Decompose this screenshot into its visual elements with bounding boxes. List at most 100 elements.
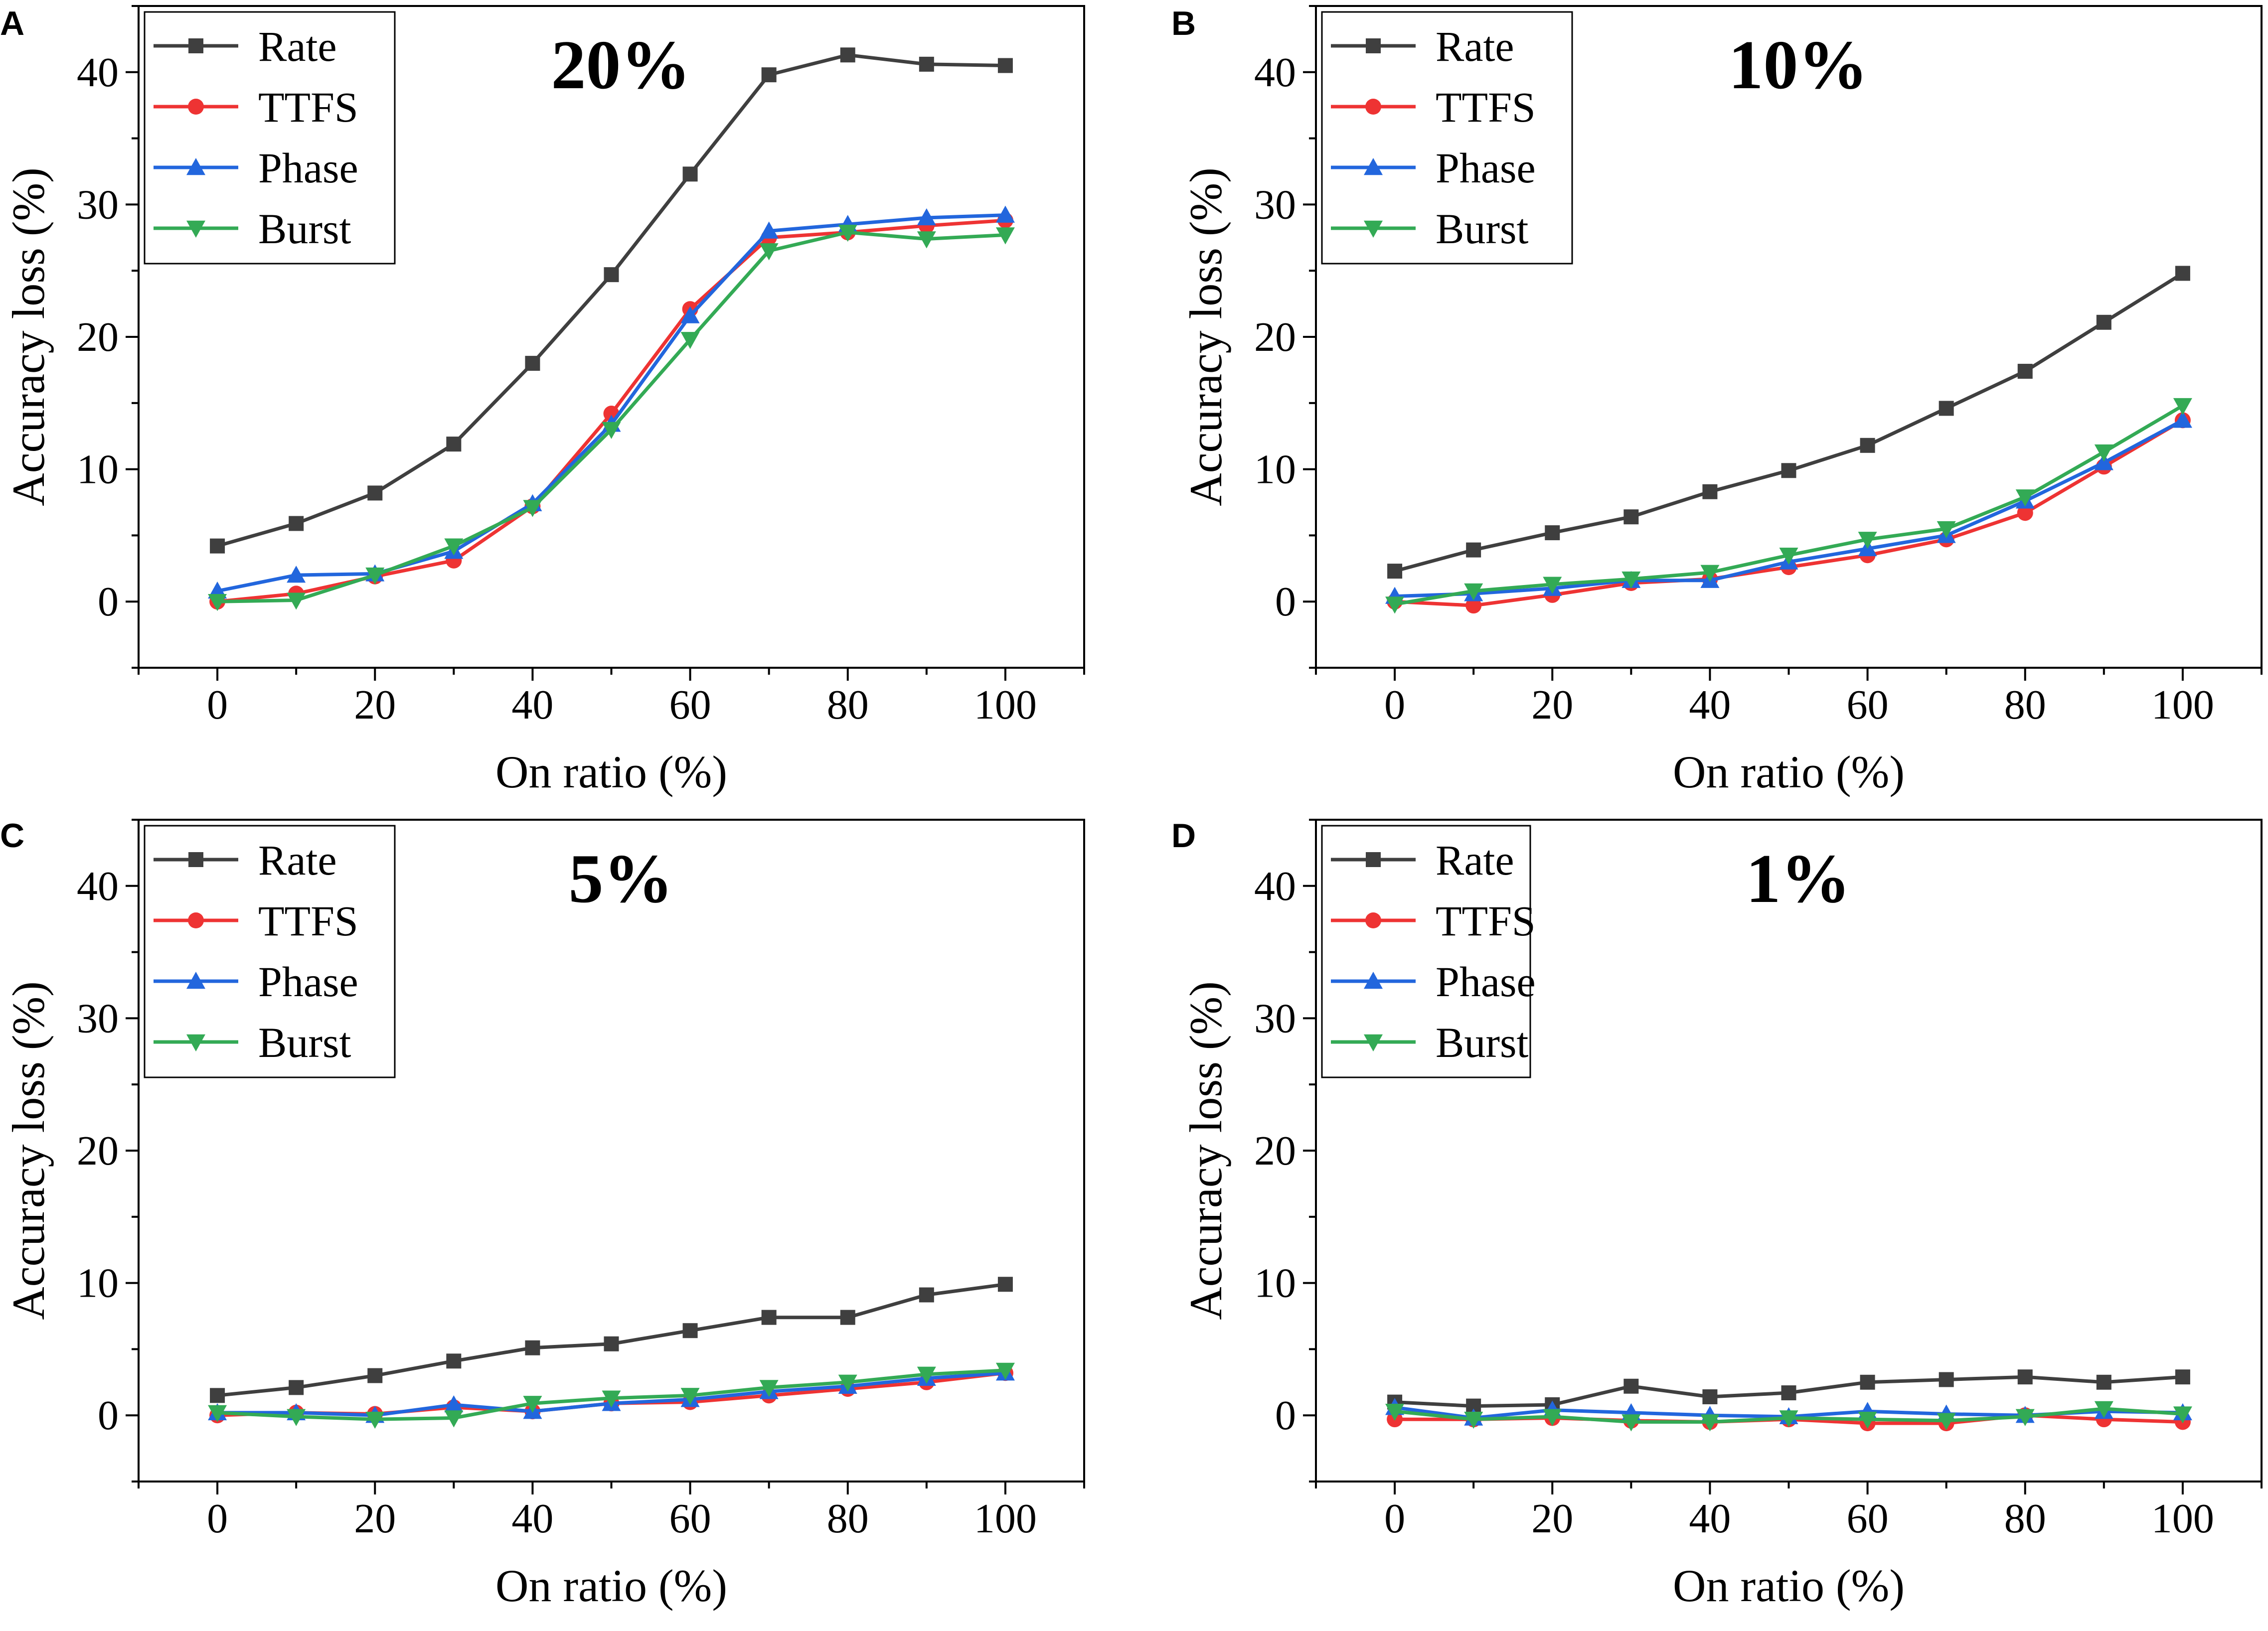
legend-marker-burst <box>186 1034 205 1051</box>
y-tick-label: 20 <box>77 314 119 360</box>
data-point-burst <box>1937 521 1956 539</box>
data-point-burst <box>917 231 936 249</box>
data-point-phase <box>680 306 700 323</box>
series-burst <box>1385 398 2192 614</box>
y-tick-label: 30 <box>1254 995 1296 1041</box>
y-tick-label: 0 <box>1275 579 1296 625</box>
y-axis-label: Accuracy loss (%) <box>3 167 54 506</box>
series-line-ttfs <box>1394 419 2184 607</box>
legend-label-ttfs: TTFS <box>1436 897 1536 945</box>
legend-marker-rate <box>1366 852 1381 867</box>
data-point-rate <box>604 1336 619 1351</box>
legend-label-rate: Rate <box>1436 22 1514 70</box>
y-tick-label: 20 <box>1254 1128 1296 1174</box>
legend-label-burst: Burst <box>1436 205 1528 253</box>
data-point-phase <box>995 205 1015 223</box>
x-tick-label: 80 <box>2004 1495 2046 1542</box>
data-point-burst <box>1858 1411 1877 1429</box>
x-tick-label: 0 <box>1384 1495 1405 1542</box>
chart-title: 10% <box>1728 26 1868 104</box>
series-line-rate <box>1394 272 2184 573</box>
data-point-burst <box>208 594 227 611</box>
x-tick-label: 100 <box>2151 682 2214 728</box>
x-tick-label: 20 <box>1531 1495 1573 1542</box>
series-rate <box>1387 266 2190 579</box>
legend: Rate TTFS Phase Burst <box>1321 825 1536 1078</box>
x-tick-label: 60 <box>1847 1495 1889 1542</box>
data-point-phase <box>2173 411 2192 428</box>
series-burst <box>208 224 1015 611</box>
x-tick-label: 80 <box>827 682 869 728</box>
data-point-burst <box>2015 489 2035 507</box>
legend-marker-phase <box>186 158 205 175</box>
data-point-burst <box>208 1405 227 1422</box>
data-point-burst <box>1937 1413 1956 1430</box>
legend-box <box>144 11 396 265</box>
data-point-rate <box>1939 1372 1954 1387</box>
data-point-burst <box>1385 596 1405 614</box>
x-tick-label: 60 <box>669 1495 711 1542</box>
data-point-rate <box>840 47 855 63</box>
legend-marker-ttfs <box>1365 912 1381 928</box>
x-tick-label: 20 <box>1531 682 1573 728</box>
y-tick-label: 40 <box>1254 49 1296 96</box>
y-tick-label: 20 <box>1254 314 1296 360</box>
legend-label-rate: Rate <box>258 22 337 70</box>
legend-label-phase: Phase <box>258 958 358 1006</box>
data-point-burst <box>995 1362 1015 1380</box>
series-burst <box>1385 1401 2192 1432</box>
legend-label-ttfs: TTFS <box>1436 83 1536 131</box>
y-tick-label: 10 <box>77 1260 119 1307</box>
data-point-rate <box>604 267 619 283</box>
legend-label-phase: Phase <box>1436 958 1536 1006</box>
data-point-burst <box>2015 1409 2035 1426</box>
data-point-rate <box>997 58 1013 73</box>
data-point-burst <box>2094 1401 2113 1418</box>
legend-marker-burst <box>186 220 205 238</box>
data-point-burst <box>838 1374 857 1392</box>
x-axis-label: On ratio (%) <box>1673 1560 1905 1611</box>
data-point-burst <box>365 1411 385 1429</box>
data-point-rate <box>446 437 462 452</box>
data-point-burst <box>759 1380 779 1397</box>
legend-marker-burst <box>1364 1034 1383 1051</box>
data-point-rate <box>682 1323 698 1338</box>
data-point-burst <box>1464 1411 1483 1429</box>
legend-marker-ttfs <box>1365 99 1381 115</box>
data-point-rate <box>997 1277 1013 1292</box>
data-point-phase <box>759 221 779 239</box>
y-tick-label: 10 <box>1254 446 1296 493</box>
data-point-burst <box>759 243 779 261</box>
data-point-rate <box>1860 438 1875 453</box>
data-point-rate <box>1702 1389 1718 1405</box>
x-tick-label: 20 <box>354 1495 396 1542</box>
data-point-rate <box>446 1353 462 1369</box>
data-point-phase <box>287 566 306 583</box>
legend-box <box>1321 825 1531 1078</box>
data-point-burst <box>1779 1410 1798 1428</box>
data-point-burst <box>1621 571 1641 589</box>
data-point-rate <box>367 485 383 501</box>
x-tick-label: 40 <box>1689 1495 1731 1542</box>
y-tick-label: 30 <box>77 995 119 1041</box>
legend-marker-phase <box>186 972 205 989</box>
x-tick-label: 0 <box>207 1495 228 1542</box>
x-axis-label: On ratio (%) <box>1673 746 1905 797</box>
data-point-rate <box>919 1287 934 1303</box>
y-tick-label: 0 <box>1275 1392 1296 1439</box>
data-point-burst <box>1779 548 1798 565</box>
data-point-rate <box>919 56 934 72</box>
legend-marker-rate <box>188 852 203 867</box>
data-point-burst <box>680 1388 700 1405</box>
data-point-rate <box>525 356 540 371</box>
x-tick-label: 0 <box>1384 682 1405 728</box>
chart-panel-d: D 0 10 20 30 40 0 20 40 60 80 100 On ratio (%) Accura… <box>1171 817 2263 1611</box>
data-point-rate <box>367 1368 383 1383</box>
data-point-rate <box>1781 1385 1796 1401</box>
data-point-rate <box>2017 364 2033 379</box>
x-tick-label: 100 <box>2151 1495 2214 1542</box>
data-point-rate <box>525 1340 540 1355</box>
y-tick-label: 40 <box>1254 863 1296 909</box>
y-tick-label: 40 <box>77 49 119 96</box>
legend: Rate TTFS Phase Burst <box>1321 11 1573 265</box>
